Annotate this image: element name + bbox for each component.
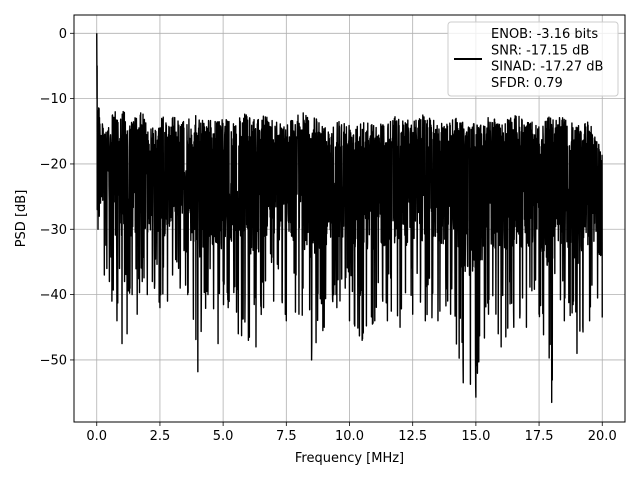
x-tick-label: 15.0 [461, 429, 490, 444]
x-tick-label: 0.0 [86, 429, 107, 444]
legend-box [447, 21, 619, 97]
y-axis: 0 −10 −20 −30 −40 −50 [40, 27, 74, 368]
x-axis: 0.0 2.5 5.0 7.5 10.0 12.5 15.0 17.5 20.0 [86, 422, 617, 444]
x-tick-label: 5.0 [213, 429, 234, 444]
psd-series-line [96, 33, 603, 404]
legend-line-snr: SNR: -17.15 dB [491, 43, 589, 58]
y-tick-label: 0 [59, 27, 67, 42]
x-tick-label: 2.5 [150, 429, 171, 444]
x-tick-label: 12.5 [398, 429, 427, 444]
series-layer [96, 33, 603, 404]
x-tick-label: 10.0 [335, 429, 364, 444]
legend-line-sinad: SINAD: -17.27 dB [491, 60, 603, 75]
y-tick-label: −30 [40, 223, 67, 238]
legend-line-enob: ENOB: -3.16 bits [491, 27, 598, 42]
y-axis-label: PSD [dB] [14, 190, 29, 248]
x-axis-label: Frequency [MHz] [295, 451, 404, 466]
y-tick-label: −20 [40, 157, 67, 172]
y-tick-label: −40 [40, 288, 67, 303]
x-tick-label: 20.0 [588, 429, 617, 444]
x-tick-label: 7.5 [276, 429, 297, 444]
legend-entry-label: ENOB: -3.16 bits SNR: -17.15 dB SINAD: -… [491, 27, 608, 91]
y-tick-label: −50 [40, 353, 67, 368]
legend: ENOB: -3.16 bits SNR: -17.15 dB SINAD: -… [447, 21, 619, 97]
x-tick-label: 17.5 [525, 429, 554, 444]
y-tick-label: −10 [40, 92, 67, 107]
legend-line-sfdr: SFDR: 0.79 [491, 76, 563, 91]
